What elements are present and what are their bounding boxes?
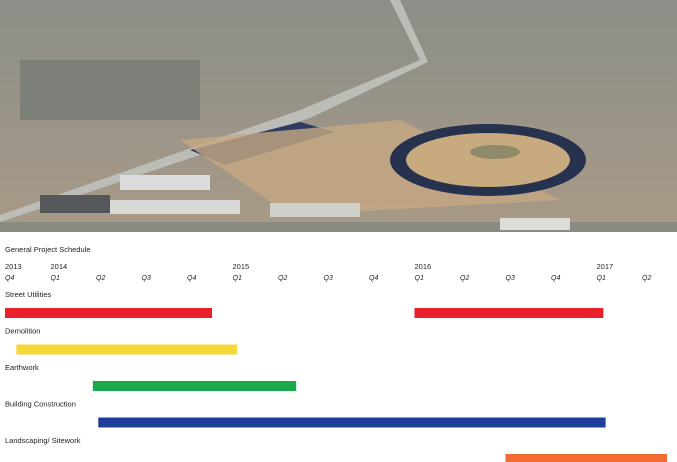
year-label: 2016 <box>415 262 432 271</box>
task-bar <box>98 417 606 428</box>
task-bar <box>414 308 604 318</box>
task-bar <box>16 344 238 355</box>
quarter-label: Q3 <box>324 275 333 282</box>
year-label: 2014 <box>51 262 68 271</box>
quarter-label: Q3 <box>506 275 515 282</box>
quarter-label: Q1 <box>233 275 242 282</box>
task-label: Demolition <box>5 326 40 335</box>
quarter-label: Q3 <box>142 275 151 282</box>
year-label: 2015 <box>233 262 250 271</box>
quarter-label: Q1 <box>415 275 424 282</box>
task-label: Landscaping/ Sitework <box>5 436 81 445</box>
quarter-label: Q4 <box>187 275 196 282</box>
task-label: Street Utilities <box>5 290 52 299</box>
quarter-label: Q1 <box>597 275 606 282</box>
year-label: 2013 <box>5 262 22 271</box>
quarter-label: Q4 <box>369 275 378 282</box>
chart-title: General Project Schedule <box>5 245 90 254</box>
quarter-label: Q4 <box>5 275 14 282</box>
quarter-label: Q2 <box>642 275 651 282</box>
task-bar <box>92 381 297 391</box>
year-label: 2017 <box>597 262 614 271</box>
quarter-label: Q2 <box>96 275 105 282</box>
task-bar <box>5 308 213 318</box>
aerial-photo <box>0 0 677 232</box>
quarter-label: Q2 <box>460 275 469 282</box>
quarter-label: Q2 <box>278 275 287 282</box>
task-bar <box>505 454 668 462</box>
task-label: Earthwork <box>5 363 39 372</box>
quarter-label: Q4 <box>551 275 560 282</box>
quarter-label: Q1 <box>51 275 60 282</box>
task-label: Building Construction <box>5 399 76 408</box>
